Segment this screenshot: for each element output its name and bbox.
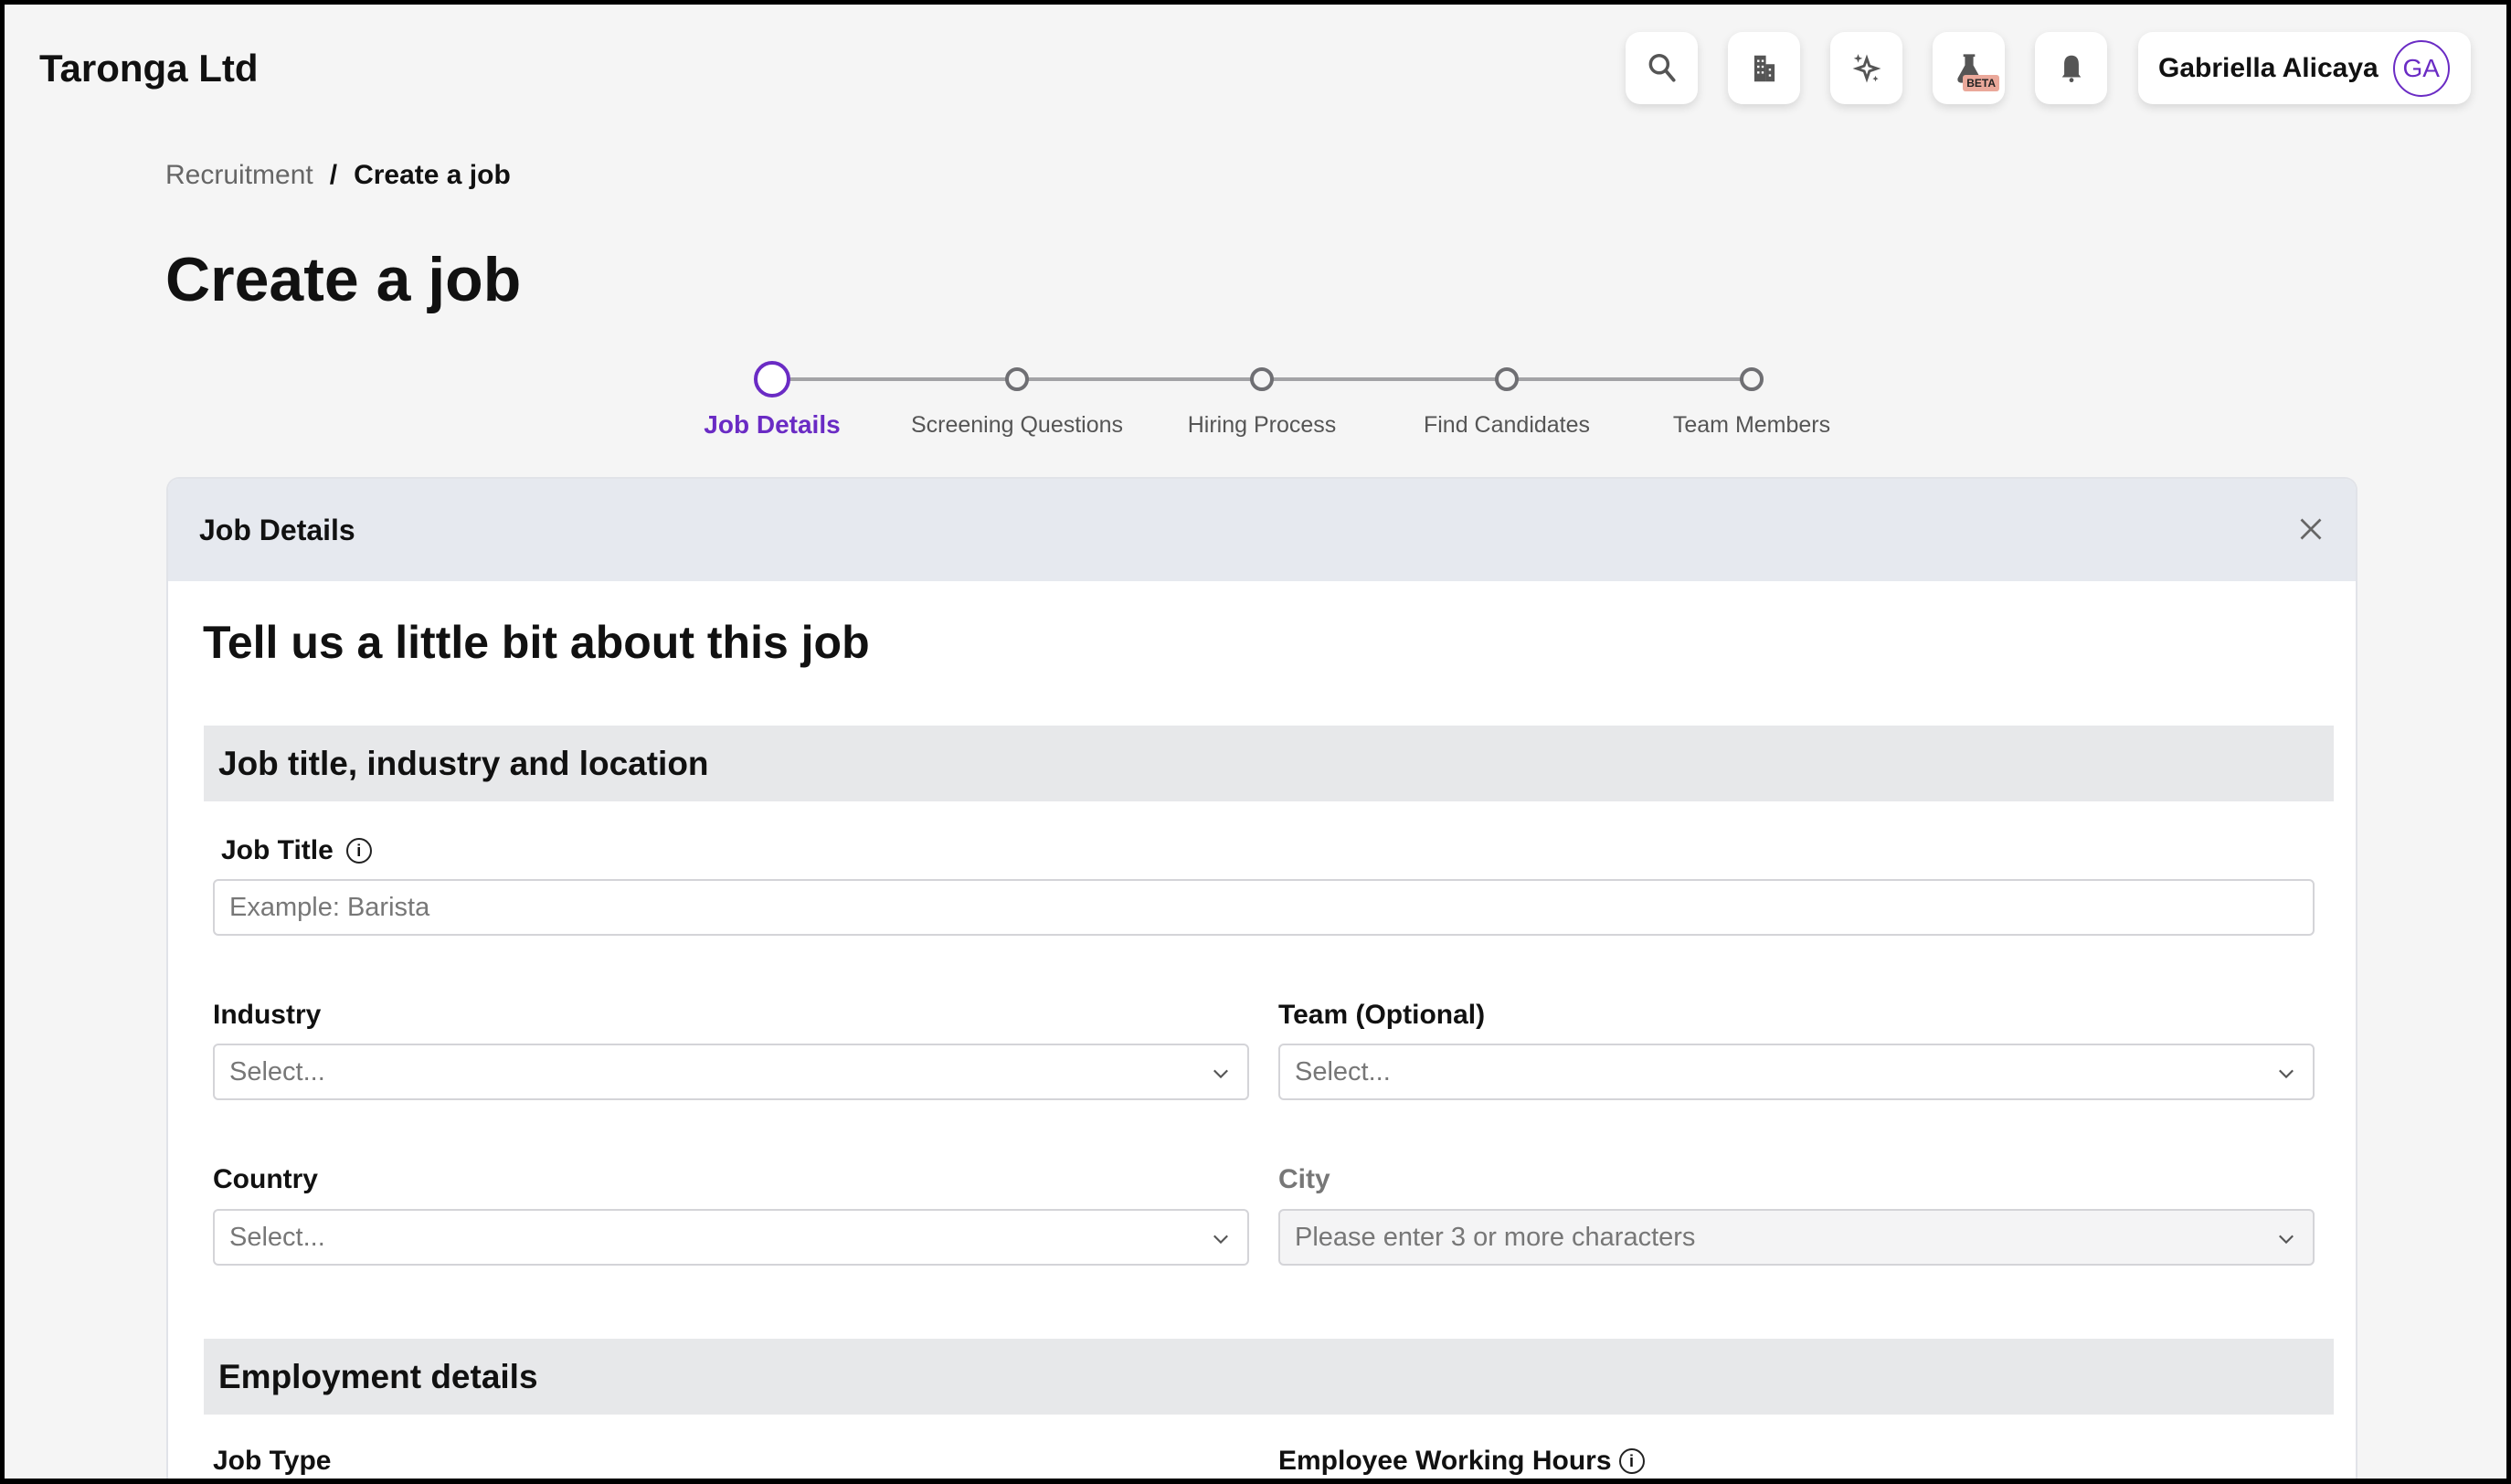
notifications-button[interactable] (2035, 32, 2107, 104)
breadcrumb-recruitment[interactable]: Recruitment (165, 160, 313, 190)
step-dot-find-candidates[interactable] (1495, 367, 1519, 391)
chevron-down-icon (1213, 1069, 1228, 1079)
job-title-label: Job Title i (221, 835, 372, 866)
chevron-down-icon (1213, 1235, 1228, 1245)
step-dot-team-members[interactable] (1740, 367, 1764, 391)
info-icon[interactable]: i (345, 838, 372, 864)
step-label-screening-questions[interactable]: Screening Questions (910, 412, 1124, 438)
step-dot-screening-questions[interactable] (1005, 367, 1029, 391)
step-label-team-members[interactable]: Team Members (1672, 412, 1831, 438)
company-logo: Taronga Ltd (39, 47, 259, 90)
team-placeholder: Select... (1295, 1056, 1391, 1086)
industry-label: Industry (213, 1000, 322, 1030)
step-label-job-details[interactable]: Job Details (704, 410, 841, 439)
country-label: Country (213, 1164, 318, 1194)
section-heading-employment: Employment details (204, 1339, 2334, 1415)
card-header: Job Details (168, 479, 2356, 581)
team-label: Team (Optional) (1278, 1000, 1486, 1030)
user-name: Gabriella Alicaya (2158, 52, 2379, 83)
country-placeholder: Select... (229, 1222, 325, 1252)
industry-placeholder: Select... (229, 1056, 325, 1086)
breadcrumb-current: Create a job (354, 160, 511, 190)
step-label-find-candidates[interactable]: Find Candidates (1423, 412, 1591, 438)
section-heading-job-title: Job title, industry and location (204, 726, 2334, 801)
company-button[interactable] (1728, 32, 1800, 104)
hours-label-text: Employee Working Hours (1278, 1446, 1612, 1476)
labs-button[interactable]: BETA (1933, 32, 2005, 104)
beta-badge: BETA (1963, 75, 1999, 91)
ai-button[interactable] (1830, 32, 1902, 104)
hours-label: Employee Working Hours i (1278, 1446, 1645, 1477)
job-details-card: Job Details Tell us a little bit about t… (166, 477, 2357, 1479)
card-lead: Tell us a little bit about this job (203, 617, 870, 668)
chevron-down-icon (2279, 1069, 2294, 1079)
city-select[interactable]: Please enter 3 or more characters (1278, 1209, 2315, 1266)
search-icon (1648, 53, 1676, 82)
chevron-down-icon (2279, 1235, 2294, 1245)
sparkle-icon (1852, 53, 1881, 82)
industry-select[interactable]: Select... (213, 1044, 1249, 1100)
bell-icon (2061, 55, 2081, 82)
job-title-label-text: Job Title (221, 835, 334, 865)
info-icon[interactable]: i (1618, 1448, 1645, 1474)
breadcrumb-separator: / (329, 160, 338, 190)
job-title-input[interactable]: Example: Barista (213, 879, 2315, 936)
close-icon[interactable] (2297, 515, 2325, 543)
user-menu[interactable]: Gabriella Alicaya GA (2138, 32, 2471, 104)
step-dot-hiring-process[interactable] (1250, 367, 1274, 391)
avatar: GA (2392, 39, 2450, 97)
card-title: Job Details (199, 513, 355, 546)
job-type-label: Job Type (213, 1446, 332, 1476)
building-icon (1753, 55, 1775, 81)
city-label: City (1278, 1164, 1330, 1194)
search-button[interactable] (1626, 32, 1698, 104)
team-select[interactable]: Select... (1278, 1044, 2315, 1100)
page-title: Create a job (165, 245, 522, 314)
breadcrumb: Recruitment / Create a job (165, 160, 511, 191)
step-dot-job-details[interactable] (754, 361, 790, 398)
step-label-hiring-process[interactable]: Hiring Process (1187, 412, 1337, 438)
page: Taronga Ltd BETA Gabriella Alicaya GA Re… (5, 5, 2506, 1479)
country-select[interactable]: Select... (213, 1209, 1249, 1266)
city-placeholder: Please enter 3 or more characters (1295, 1222, 1696, 1252)
